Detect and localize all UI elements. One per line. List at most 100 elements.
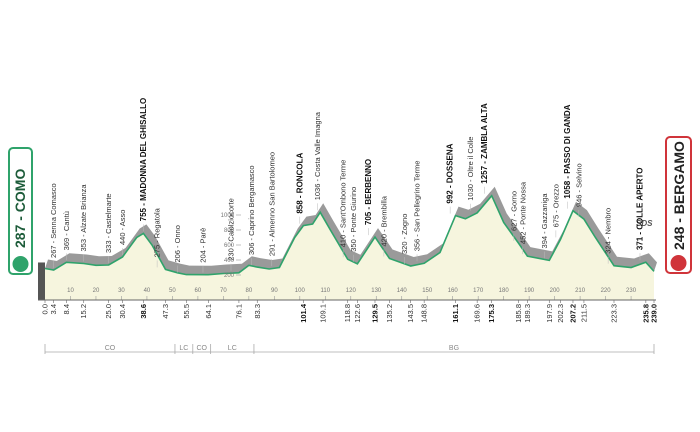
zone-label: LC [228, 345, 237, 352]
km-label: 169.6 [473, 304, 482, 323]
zone-label: BG [449, 345, 459, 352]
km-label: 83.3 [253, 304, 262, 319]
waypoint-label: 705 - BERBENNO [364, 159, 373, 225]
km-label: 47.3 [161, 304, 170, 319]
start-box [8, 147, 33, 275]
waypoint-label: 1058 - PASSO DI GANDA [563, 104, 572, 198]
waypoint-label: 858 - RONCOLA [295, 153, 304, 214]
waypoint-label: 452 - Ponte Nossa [518, 181, 527, 244]
km-label: 8.4 [62, 304, 71, 314]
x-tick-label: 60 [195, 288, 202, 294]
waypoint-label: 230 - Calolziocorte [227, 198, 236, 261]
waypoint-label: 755 - MADONNA DEL GHISALLO [139, 98, 148, 222]
zone-label: CO [196, 345, 207, 352]
km-label: 197.9 [545, 304, 554, 323]
x-tick-label: 160 [448, 288, 459, 294]
start-icon [12, 256, 29, 272]
logo: SDS [636, 219, 653, 228]
y-tick-label: 200 [224, 273, 235, 279]
x-tick-label: 30 [118, 288, 125, 294]
y-tick-label: 600 [224, 243, 235, 249]
x-tick-label: 230 [626, 288, 637, 294]
x-tick-label: 50 [169, 288, 176, 294]
km-label: 202.3 [556, 304, 565, 323]
km-label: 223.3 [609, 304, 618, 323]
x-tick-label: 220 [601, 288, 612, 294]
km-label: 3.4 [49, 304, 58, 314]
waypoint-label: 291 - Almenno San Bartolomeo [267, 152, 276, 256]
km-label: 161.1 [451, 304, 460, 323]
x-tick-label: 110 [321, 288, 331, 294]
waypoint-label: 204 - Parè [198, 228, 207, 263]
km-label: 118.8 [343, 304, 352, 322]
km-label: 122.6 [353, 304, 362, 323]
x-tick-label: 120 [346, 288, 357, 294]
zone-label: LC [179, 345, 188, 352]
waypoint-label: 267 - Senna Comasco [49, 183, 58, 258]
x-tick-label: 140 [397, 288, 408, 294]
km-label: 239.0 [650, 304, 659, 323]
waypoint-label: 206 - Onno [173, 225, 182, 263]
waypoint-label: 324 - Nembro [604, 208, 613, 254]
waypoint-label: 353 - Alzate Brianza [79, 184, 88, 252]
finish-icon [670, 255, 687, 271]
y-tick-label: 800 [224, 228, 235, 234]
x-tick-label: 130 [371, 288, 382, 294]
km-label: 55.5 [182, 304, 191, 319]
waypoint-label: 371 - COLLE APERTO [635, 167, 644, 250]
km-label: 235.8 [641, 304, 650, 323]
km-label: 129.5 [370, 304, 379, 323]
x-tick-label: 90 [271, 288, 278, 294]
ground-area [45, 195, 654, 300]
waypoint-label: 992 - DOSSENA [446, 143, 455, 203]
km-label: 76.1 [234, 304, 243, 319]
waypoint-label: 356 - San Pellegrino Terme [413, 161, 422, 252]
km-label: 64.1 [204, 304, 213, 319]
finish-box [665, 136, 692, 274]
x-tick-label: 210 [575, 288, 586, 294]
km-label: 143.5 [406, 304, 415, 323]
x-tick-label: 10 [67, 288, 74, 294]
km-label: 135.2 [385, 304, 394, 323]
x-tick-label: 100 [295, 288, 306, 294]
waypoint-label: 350 - Ponte Giurino [349, 187, 358, 252]
mountain-face [45, 186, 657, 275]
waypoint-label: 627 - Gorno [509, 191, 518, 231]
km-label: 185.8 [514, 304, 523, 323]
y-tick-label: 400 [224, 258, 235, 264]
x-tick-label: 180 [499, 288, 510, 294]
x-tick-label: 150 [422, 288, 433, 294]
x-tick-label: 80 [246, 288, 253, 294]
km-label: 109.1 [318, 304, 327, 323]
profile-line [44, 194, 655, 276]
x-tick-label: 20 [93, 288, 100, 294]
waypoint-label: 1036 - Costa Valle Imagna [313, 111, 322, 200]
start-label: 287 - COMO [12, 169, 28, 248]
finish-label: 248 - BERGAMO [671, 141, 687, 250]
waypoint-label: 333 - Castelmarte [104, 193, 113, 253]
km-label: 148.8 [420, 304, 429, 323]
waypoint-label: 440 - Asso [118, 210, 127, 245]
x-tick-label: 170 [473, 288, 484, 294]
km-label: 30.4 [118, 304, 127, 319]
x-tick-label: 200 [550, 288, 561, 294]
km-label: 207.2 [568, 304, 577, 323]
waypoint-label: 946 - Selvino [574, 163, 583, 207]
km-label: 189.3 [523, 304, 532, 323]
waypoint-label: 1030 - Oltre il Colle [466, 137, 475, 201]
km-label: 211.5 [579, 304, 588, 322]
km-label: 0.0 [41, 304, 50, 314]
waypoint-label: 394 - Gazzaniga [540, 193, 549, 249]
km-label: 15.2 [79, 304, 88, 319]
y-tick-label: 1000 [221, 213, 235, 219]
waypoint-label: 1257 - ZAMBLA ALTA [480, 103, 489, 184]
zone-label: CO [105, 345, 116, 352]
km-label: 38.6 [139, 304, 148, 319]
waypoint-label: 320 - Zogno [400, 214, 409, 254]
waypoint-label: 275 - Regatola [153, 207, 162, 257]
waypoint-label: 306 - Caprino Bergamasco [247, 165, 256, 255]
x-tick-label: 70 [220, 288, 227, 294]
start-wall [38, 262, 45, 300]
km-label: 101.4 [299, 303, 308, 323]
